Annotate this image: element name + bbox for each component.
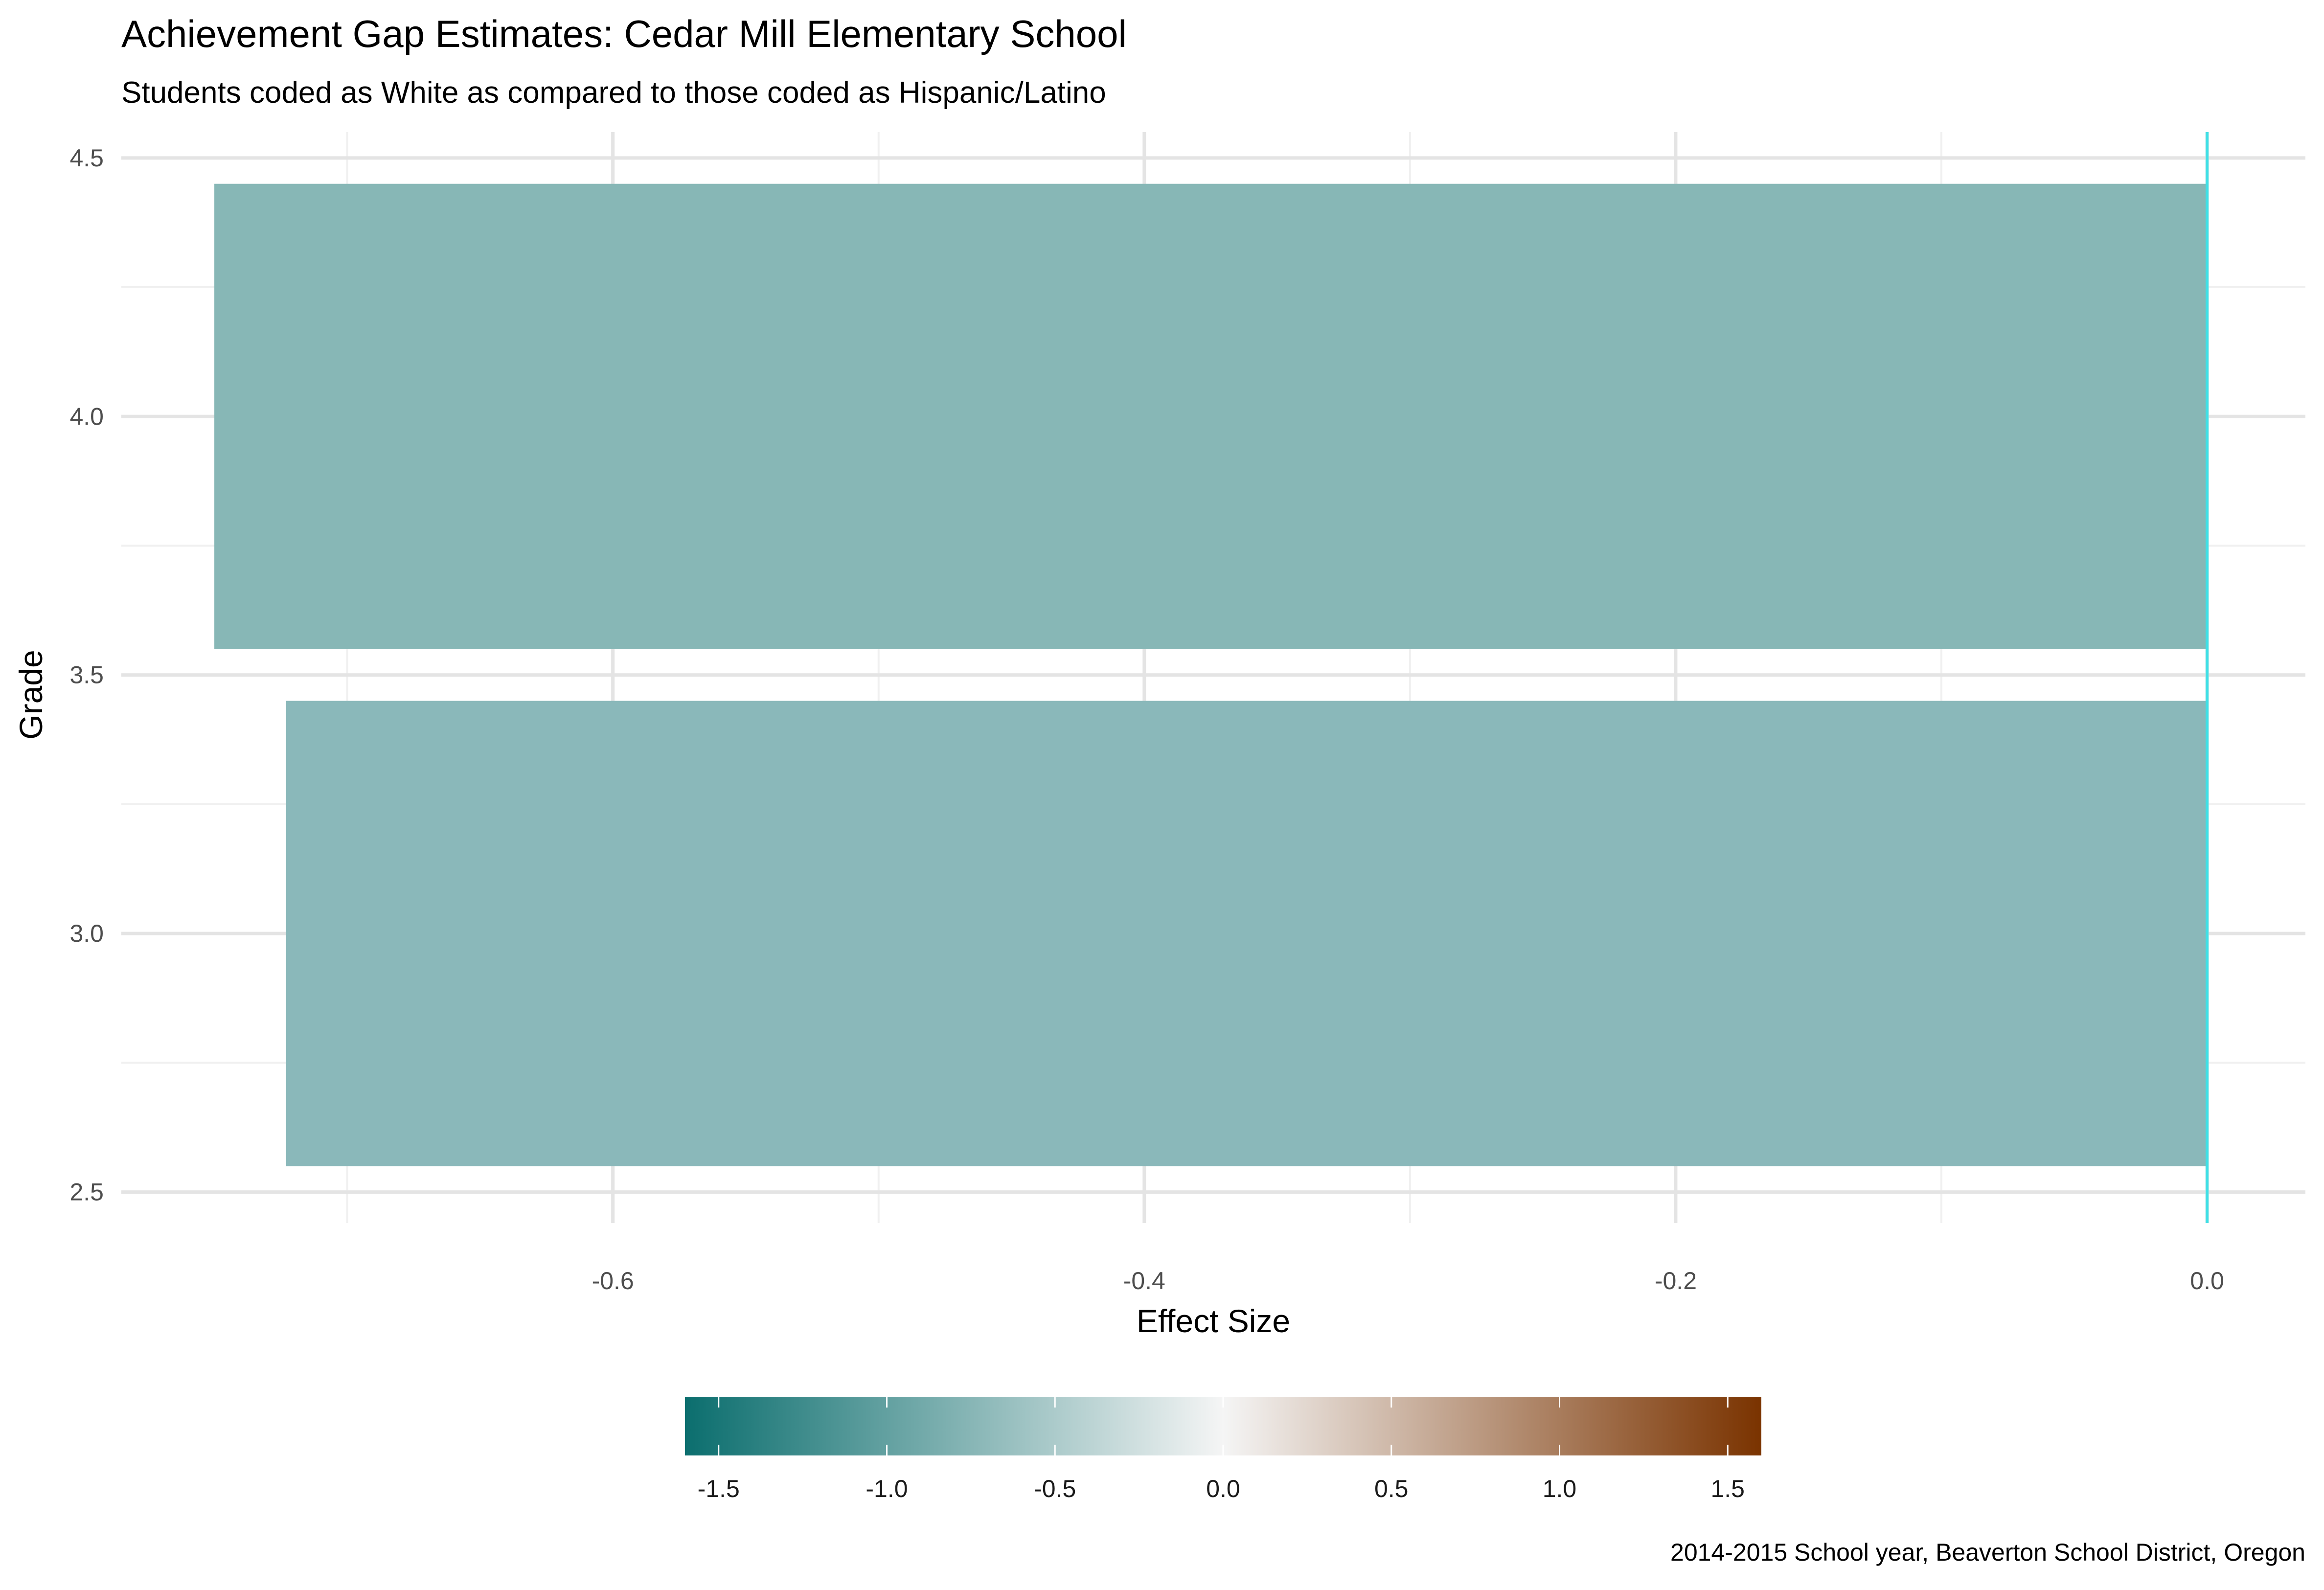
x-axis-ticks: -0.6 -0.4 -0.2 0.0 <box>592 1267 2224 1295</box>
colorbar-legend: -1.5 -1.0 -0.5 0.0 0.5 1.0 1.5 <box>685 1397 1761 1502</box>
bar-grade-4 <box>214 183 2208 649</box>
colorbar-tick-label: 1.0 <box>1543 1475 1577 1502</box>
y-tick-label: 4.0 <box>69 403 104 430</box>
x-tick-label: -0.2 <box>1655 1267 1697 1295</box>
y-tick-label: 4.5 <box>69 144 104 172</box>
y-axis-title: Grade <box>13 650 49 739</box>
colorbar-tick-label: 0.5 <box>1374 1475 1409 1502</box>
y-tick-label: 3.0 <box>69 920 104 947</box>
colorbar-tick-label: -0.5 <box>1034 1475 1076 1502</box>
colorbar-tick-label: -1.5 <box>698 1475 740 1502</box>
colorbar-tick-label: 0.0 <box>1206 1475 1240 1502</box>
chart-caption: 2014-2015 School year, Beaverton School … <box>1670 1539 2305 1566</box>
colorbar-ticks: -1.5 -1.0 -0.5 0.0 0.5 1.0 1.5 <box>698 1397 1745 1502</box>
x-tick-label: -0.6 <box>592 1267 634 1295</box>
x-tick-label: -0.4 <box>1123 1267 1165 1295</box>
y-tick-label: 2.5 <box>69 1179 104 1206</box>
y-tick-label: 3.5 <box>69 661 104 689</box>
bar-grade-3 <box>286 701 2208 1166</box>
y-axis-ticks: 2.5 3.0 3.5 4.0 4.5 <box>69 144 104 1206</box>
x-tick-label: 0.0 <box>2190 1267 2224 1295</box>
colorbar-tick-label: -1.0 <box>866 1475 908 1502</box>
x-axis-title: Effect Size <box>1137 1303 1290 1339</box>
bars <box>214 183 2208 1166</box>
chart-subtitle: Students coded as White as compared to t… <box>121 76 1106 110</box>
colorbar-tick-label: 1.5 <box>1710 1475 1745 1502</box>
chart-title: Achievement Gap Estimates: Cedar Mill El… <box>121 12 1127 55</box>
